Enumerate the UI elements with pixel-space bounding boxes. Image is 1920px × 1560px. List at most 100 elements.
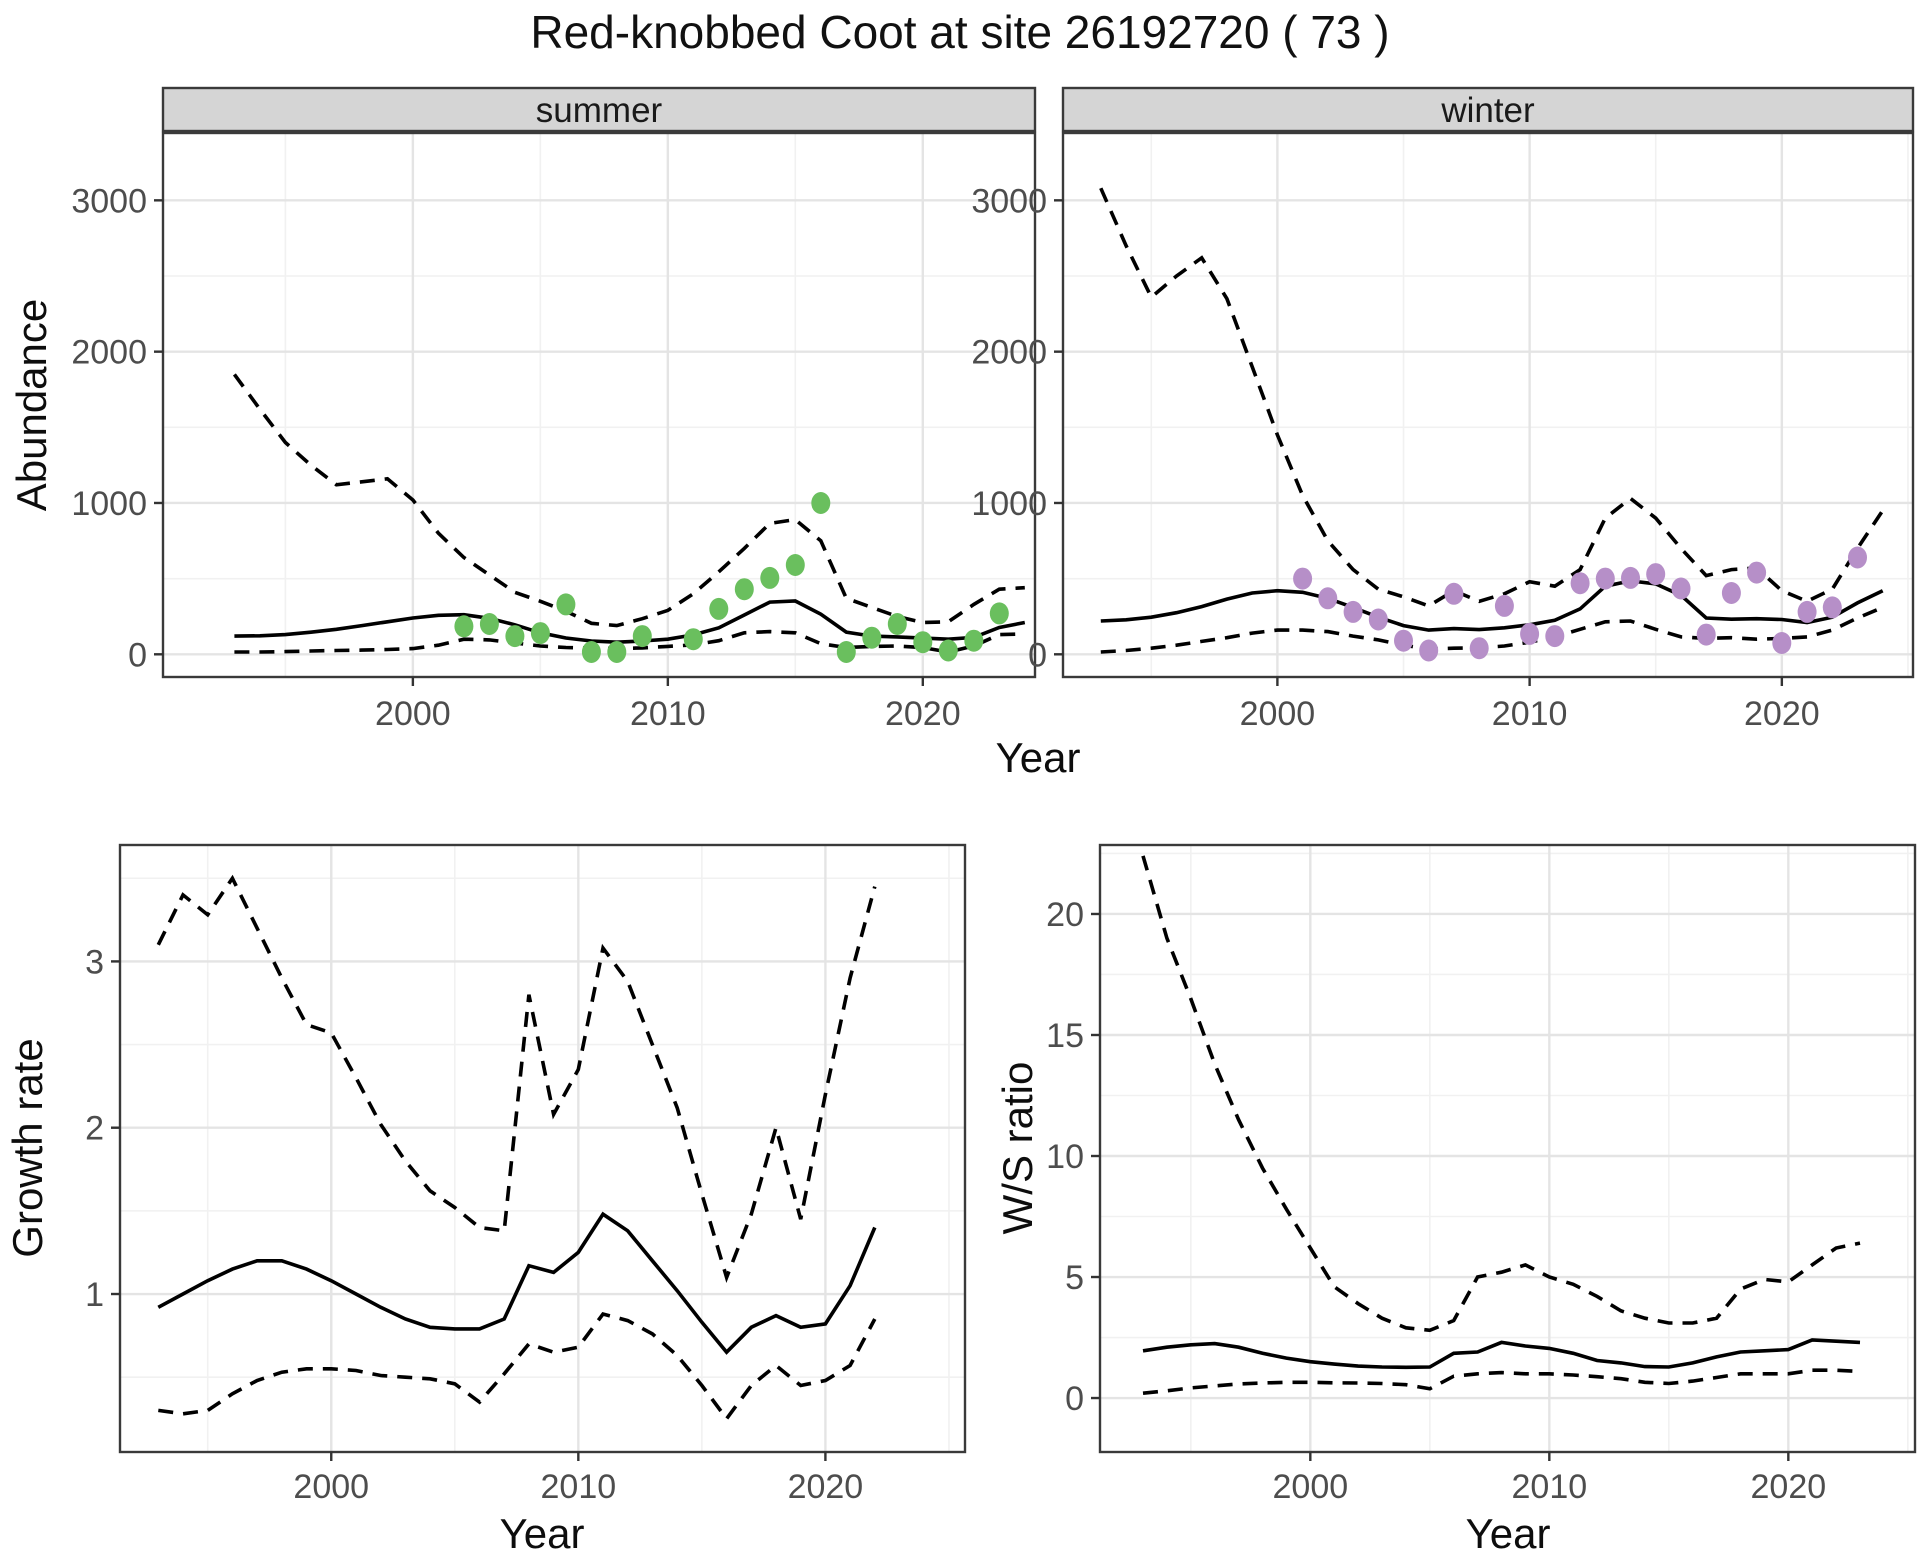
- x-axis-title-year-top: Year: [996, 734, 1081, 781]
- data-point: [709, 597, 729, 620]
- lower-ci-line: [1142, 1368, 1861, 1395]
- panel-background: [120, 845, 965, 1452]
- y-tick-label: 0: [1065, 1380, 1084, 1418]
- data-point: [1747, 561, 1767, 584]
- data-point: [938, 639, 958, 662]
- y-axis-title-ws-ratio: W/S ratio: [994, 1062, 1041, 1235]
- x-tick-label: 2020: [885, 695, 961, 733]
- x-tick-label: 2000: [1273, 1468, 1349, 1506]
- data-point: [1545, 625, 1565, 648]
- y-tick-label: 10: [1046, 1138, 1084, 1176]
- x-tick-label: 2000: [293, 1468, 369, 1506]
- data-point: [913, 631, 933, 654]
- data-point: [1293, 567, 1313, 590]
- x-tick-label: 2010: [541, 1468, 617, 1506]
- data-point: [1772, 632, 1792, 654]
- y-tick-label: 1000: [71, 485, 147, 523]
- data-point: [479, 613, 499, 635]
- data-point: [1494, 594, 1514, 617]
- y-tick-label: 0: [1028, 636, 1047, 674]
- y-tick-label: 3: [85, 943, 104, 981]
- y-tick-label: 2000: [71, 334, 147, 372]
- data-point: [862, 626, 882, 649]
- y-tick-label: 1000: [971, 485, 1047, 523]
- data-point: [454, 615, 474, 638]
- data-point: [1671, 577, 1691, 600]
- y-axis-title-growth-rate: Growth rate: [4, 1038, 51, 1257]
- y-tick-label: 5: [1065, 1259, 1084, 1297]
- panel-border: [161, 131, 1037, 679]
- lower-ci-line: [234, 629, 1025, 654]
- data-point: [1394, 629, 1413, 652]
- data-point: [530, 622, 550, 645]
- data-point: [1721, 582, 1741, 604]
- fit-line: [1142, 1338, 1861, 1370]
- panel-background: [1100, 845, 1915, 1452]
- data-point: [1419, 639, 1439, 662]
- x-tick-label: 2000: [1240, 695, 1316, 733]
- data-point: [1318, 587, 1338, 610]
- x-tick-label: 2020: [1744, 695, 1820, 733]
- data-point: [1595, 567, 1615, 590]
- x-tick-label: 2010: [630, 695, 706, 733]
- y-tick-label: 20: [1046, 896, 1084, 934]
- data-point: [1848, 546, 1867, 569]
- data-point: [1469, 637, 1489, 660]
- x-tick-label: 2020: [788, 1468, 864, 1506]
- data-point: [1520, 622, 1540, 645]
- data-point: [556, 593, 576, 616]
- y-tick-label: 3000: [971, 182, 1047, 220]
- data-point: [581, 641, 601, 663]
- y-tick-label: 0: [128, 636, 147, 674]
- panel-background: [163, 133, 1035, 677]
- data-point: [964, 629, 984, 652]
- x-axis-title-year-growth: Year: [500, 1510, 585, 1557]
- x-tick-label: 2010: [1492, 695, 1568, 733]
- facet-label-summer: summer: [536, 91, 663, 130]
- data-point: [1368, 608, 1388, 631]
- x-tick-label: 2000: [375, 695, 451, 733]
- data-point: [1646, 563, 1666, 586]
- y-axis-title-abundance: Abundance: [8, 299, 55, 512]
- lower-ci-line: [1100, 605, 1884, 654]
- lower-ci-line: [158, 1311, 877, 1422]
- panel-background: [1063, 133, 1913, 677]
- data-point: [836, 641, 856, 663]
- data-point: [1822, 596, 1842, 619]
- facet-label-winter: winter: [1440, 91, 1535, 130]
- upper-ci-line: [156, 874, 877, 1283]
- x-tick-label: 2020: [1751, 1468, 1827, 1506]
- y-tick-label: 2: [85, 1110, 104, 1148]
- panel-border: [1098, 843, 1917, 1454]
- facet-strip: [161, 86, 1037, 133]
- data-point: [1696, 623, 1716, 646]
- data-point: [785, 554, 805, 576]
- y-tick-label: 1: [85, 1276, 104, 1314]
- data-point: [887, 613, 907, 635]
- data-point: [683, 628, 703, 651]
- data-point: [760, 566, 780, 589]
- upper-ci-line: [232, 373, 1025, 628]
- facet-strip: [1061, 86, 1915, 133]
- data-point: [734, 578, 754, 601]
- x-tick-label: 2010: [1512, 1468, 1588, 1506]
- upper-ci-line: [1141, 855, 1861, 1333]
- panel-abundance_winter: 2000 2010 2020 0 1000 2000 3000: [971, 86, 1915, 733]
- plot-title: Red-knobbed Coot at site 26192720 ( 73 ): [530, 6, 1389, 58]
- panel-abundance_summer: 2000 2010 2020 0 1000 2000 3000: [71, 86, 1037, 733]
- panel-border: [1061, 131, 1915, 679]
- x-axis-title-year-ws: Year: [1466, 1510, 1551, 1557]
- data-point: [989, 602, 1009, 625]
- fit-line: [1100, 579, 1884, 632]
- data-point: [632, 625, 652, 648]
- panel-ws_ratio: 2000 2010 2020 0 5 10 15 20: [1046, 843, 1917, 1506]
- data-point: [1621, 566, 1640, 589]
- data-point: [1444, 582, 1464, 605]
- data-point: [1343, 600, 1363, 623]
- y-tick-label: 15: [1046, 1017, 1084, 1055]
- fit-line: [157, 1211, 877, 1355]
- y-tick-label: 2000: [971, 334, 1047, 372]
- panel-growth_rate: 2000 2010 2020 1 2 3: [85, 843, 967, 1506]
